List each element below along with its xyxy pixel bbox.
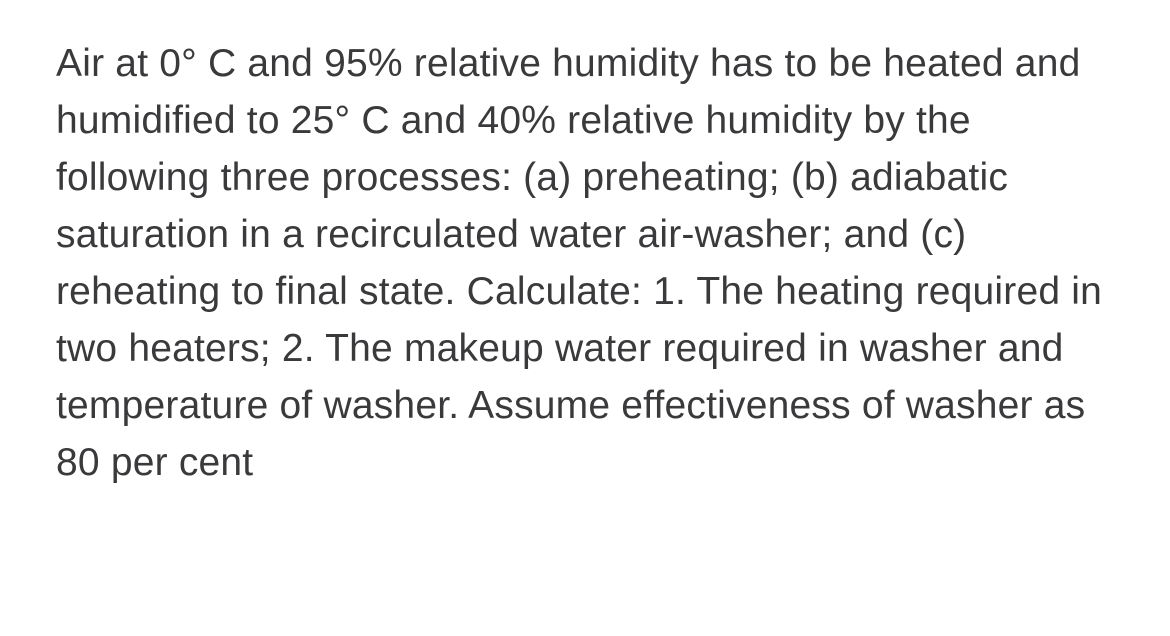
problem-text: Air at 0° C and 95% relative humidity ha… xyxy=(56,36,1110,492)
document-container: Air at 0° C and 95% relative humidity ha… xyxy=(0,0,1170,528)
